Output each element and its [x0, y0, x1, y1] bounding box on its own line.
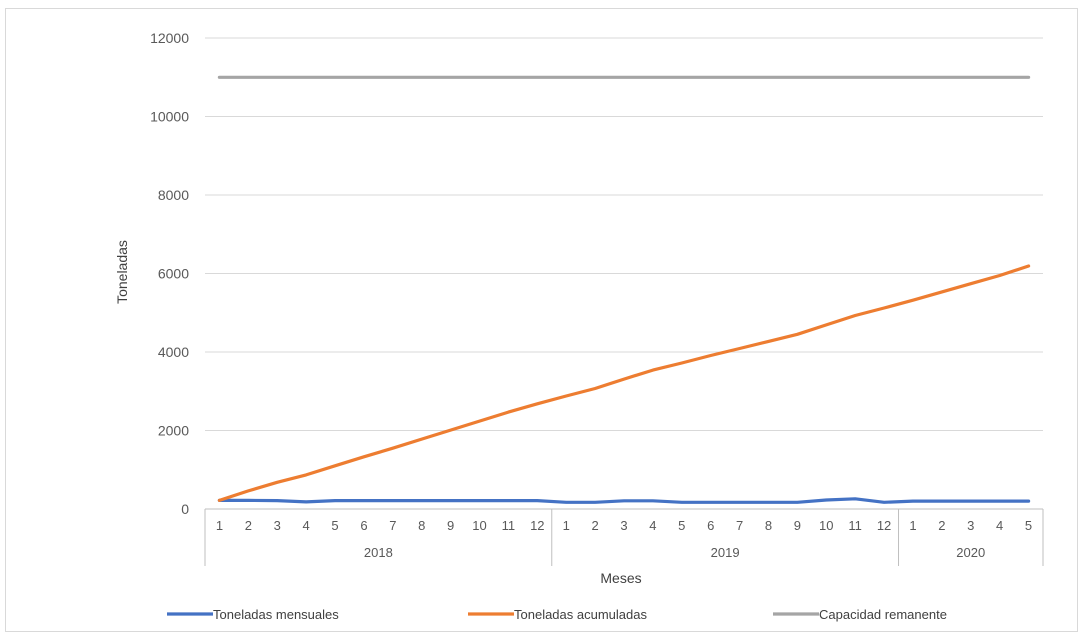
- x-tick-label: 8: [765, 518, 772, 533]
- x-tick-label: 11: [502, 518, 516, 533]
- x-tick-label: 2: [938, 518, 945, 533]
- y-tick-label: 12000: [150, 30, 189, 46]
- x-tick-label: 3: [274, 518, 281, 533]
- x-tick-label: 2: [591, 518, 598, 533]
- x-tick-label: 12: [877, 518, 891, 533]
- y-tick-labels: 0 2000 4000 6000 8000 10000 12000: [150, 30, 189, 517]
- legend-label: Capacidad remanente: [819, 607, 947, 622]
- legend: Toneladas mensuales Toneladas acumuladas C…: [167, 607, 947, 622]
- year-label: 2019: [711, 545, 740, 560]
- series-line: [217, 497, 1031, 504]
- y-tick-label: 10000: [150, 109, 189, 125]
- y-tick-label: 8000: [158, 187, 189, 203]
- y-tick-label: 0: [181, 501, 189, 517]
- y-tick-label: 2000: [158, 423, 189, 439]
- x-tick-label: 4: [303, 518, 310, 533]
- x-tick-label: 8: [418, 518, 425, 533]
- x-tick-label: 3: [967, 518, 974, 533]
- x-tick-label: 5: [1025, 518, 1032, 533]
- x-tick-label: 6: [707, 518, 714, 533]
- x-tick-label: 11: [848, 518, 862, 533]
- x-tick-label: 7: [736, 518, 743, 533]
- x-tick-label: 7: [389, 518, 396, 533]
- x-tick-label: 5: [678, 518, 685, 533]
- y-axis-title: Toneladas: [114, 240, 130, 304]
- x-tick-label: 10: [819, 518, 833, 533]
- series-lines: [217, 75, 1031, 504]
- gridlines: [205, 37, 1043, 431]
- x-tick-label: 12: [530, 518, 544, 533]
- x-tick-label: 1: [216, 518, 223, 533]
- x-tick-label: 1: [563, 518, 570, 533]
- legend-label: Toneladas acumuladas: [514, 607, 647, 622]
- x-tick-label: 1: [909, 518, 916, 533]
- x-tick-label: 9: [447, 518, 454, 533]
- y-tick-label: 6000: [158, 266, 189, 282]
- x-tick-label: 2: [245, 518, 252, 533]
- year-label: 2020: [956, 545, 985, 560]
- x-tick-label: 5: [331, 518, 338, 533]
- y-tick-label: 4000: [158, 344, 189, 360]
- x-tick-label: 6: [360, 518, 367, 533]
- x-tick-label: 3: [620, 518, 627, 533]
- x-axis-title: Meses: [600, 570, 641, 586]
- x-tick-label: 10: [472, 518, 486, 533]
- year-label: 2018: [364, 545, 393, 560]
- chart-frame: [5, 8, 1078, 632]
- series-line: [217, 264, 1031, 502]
- x-tick-label: 4: [996, 518, 1003, 533]
- x-tick-label: 4: [649, 518, 656, 533]
- x-tick-label: 9: [794, 518, 801, 533]
- legend-label: Toneladas mensuales: [213, 607, 339, 622]
